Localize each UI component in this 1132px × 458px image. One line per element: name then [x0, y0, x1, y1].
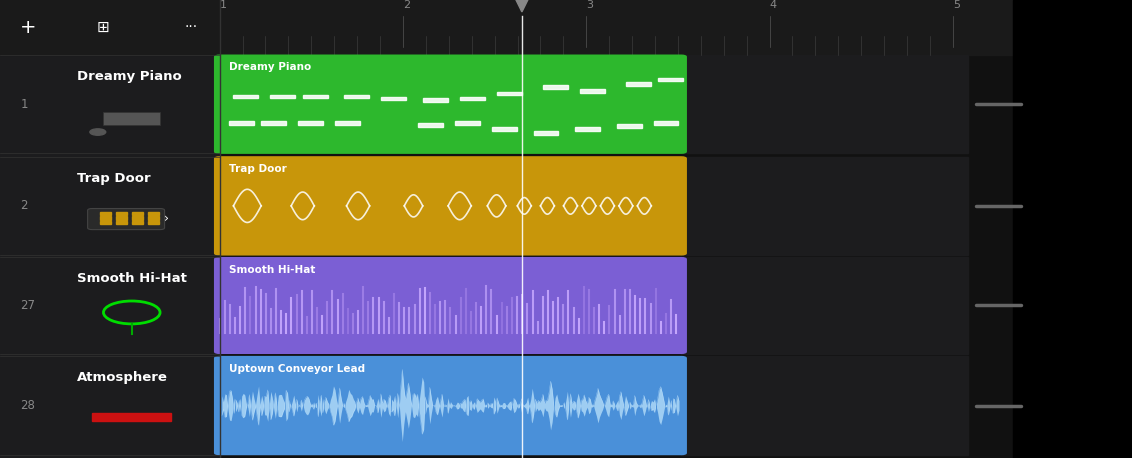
Bar	[658, 77, 683, 81]
Bar	[0, 0, 1132, 55]
Polygon shape	[508, 0, 535, 12]
Bar	[100, 216, 111, 219]
Text: ⊞: ⊞	[97, 20, 110, 35]
Bar	[229, 121, 254, 125]
Bar	[617, 124, 642, 128]
Bar	[115, 212, 127, 215]
Bar	[681, 356, 968, 455]
Bar	[381, 97, 406, 100]
Bar	[147, 216, 158, 219]
Bar	[1013, 0, 1132, 458]
Bar	[681, 157, 968, 255]
Text: Smooth Hi-Hat: Smooth Hi-Hat	[229, 265, 315, 275]
Text: ···: ···	[185, 21, 198, 34]
Bar	[100, 212, 111, 215]
FancyArrow shape	[92, 413, 171, 421]
Bar	[626, 82, 651, 86]
Text: Dreamy Piano: Dreamy Piano	[229, 62, 311, 72]
Bar	[100, 221, 111, 224]
Text: 2: 2	[20, 199, 28, 213]
Bar	[455, 121, 480, 125]
Bar	[115, 221, 127, 224]
Bar	[0, 0, 220, 458]
Bar	[298, 121, 323, 125]
FancyBboxPatch shape	[214, 356, 687, 455]
Bar	[418, 123, 443, 127]
Text: ›: ›	[163, 212, 169, 225]
Text: Dreamy Piano: Dreamy Piano	[77, 70, 181, 83]
FancyBboxPatch shape	[214, 156, 687, 256]
Bar	[542, 85, 567, 89]
Bar	[131, 221, 143, 224]
Text: 1: 1	[220, 0, 226, 11]
Text: 27: 27	[20, 299, 35, 312]
Bar	[261, 121, 286, 125]
Text: Atmosphere: Atmosphere	[77, 371, 168, 384]
FancyBboxPatch shape	[214, 257, 687, 354]
Bar	[131, 212, 143, 215]
Text: 3: 3	[586, 0, 593, 11]
Bar	[492, 127, 517, 131]
FancyBboxPatch shape	[214, 55, 687, 154]
Bar	[497, 92, 522, 95]
Bar	[147, 221, 158, 224]
Bar	[103, 112, 160, 125]
Text: 1: 1	[20, 98, 28, 111]
Bar	[344, 95, 369, 98]
Text: +: +	[20, 18, 36, 37]
Bar	[575, 127, 600, 131]
Bar	[681, 257, 968, 354]
Text: 2: 2	[403, 0, 410, 11]
Bar	[533, 131, 558, 135]
Text: Smooth Hi-Hat: Smooth Hi-Hat	[77, 272, 187, 285]
Bar	[233, 95, 258, 98]
Bar	[422, 98, 447, 102]
Bar	[460, 97, 484, 100]
Bar	[302, 95, 327, 98]
FancyBboxPatch shape	[87, 208, 164, 229]
Bar	[115, 216, 127, 219]
Text: 28: 28	[20, 399, 35, 412]
Bar	[580, 89, 604, 93]
Text: 4: 4	[770, 0, 777, 11]
Text: Trap Door: Trap Door	[229, 164, 286, 174]
Bar	[653, 121, 678, 125]
Bar	[335, 121, 360, 125]
Bar	[131, 216, 143, 219]
Bar	[271, 95, 295, 98]
Bar	[147, 212, 158, 215]
Text: 5: 5	[953, 0, 960, 11]
Bar	[681, 55, 968, 153]
Text: Uptown Conveyor Lead: Uptown Conveyor Lead	[229, 364, 365, 374]
Text: Trap Door: Trap Door	[77, 172, 151, 185]
Circle shape	[89, 129, 105, 135]
